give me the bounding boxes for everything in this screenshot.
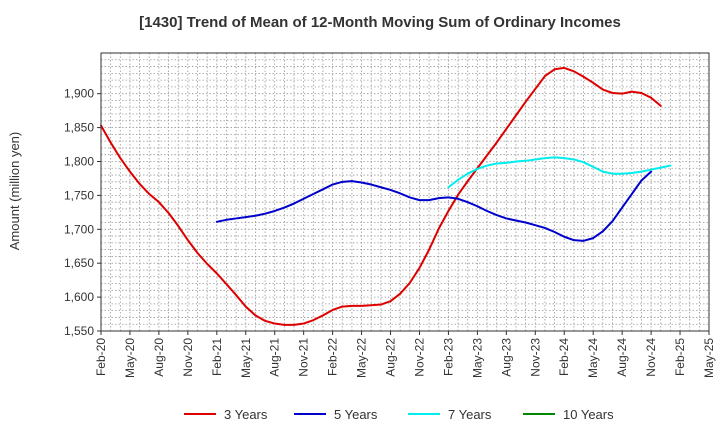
x-tick-label: Aug-20: [152, 338, 166, 377]
x-tick-label: May-23: [470, 338, 484, 378]
legend-label: 3 Years: [224, 407, 268, 422]
y-tick-label: 1,700: [64, 222, 94, 236]
y-ticks: 1,550 1,600 1,650 1,700 1,750 1,800 1,850 1,900: [64, 87, 101, 338]
y-tick-label: 1,800: [64, 154, 94, 168]
y-tick-label: 1,550: [64, 324, 94, 338]
x-tick-label: Feb-24: [557, 338, 571, 376]
y-tick-label: 1,650: [64, 256, 94, 270]
legend-label: 7 Years: [448, 407, 492, 422]
x-tick-label: Aug-22: [384, 338, 398, 377]
x-tick-label: Feb-22: [326, 338, 340, 376]
x-tick-label: May-25: [702, 338, 716, 378]
x-ticks: Feb-20 May-20 Aug-20 Nov-20 Feb-21 May-21 Aug-…: [94, 331, 716, 378]
x-tick-label: Feb-20: [94, 338, 108, 376]
x-tick-label: Feb-25: [673, 338, 687, 376]
y-axis-label: Amount (million yen): [7, 132, 22, 251]
x-tick-label: May-22: [355, 338, 369, 378]
chart-title: [1430] Trend of Mean of 12-Month Moving …: [139, 14, 621, 31]
series-layer: [100, 66, 672, 326]
legend-label: 5 Years: [334, 407, 378, 422]
series-line-3-years: [100, 66, 662, 326]
plot-area: [101, 53, 709, 331]
x-tick-label: Nov-21: [297, 338, 311, 377]
x-tick-label: May-24: [586, 338, 600, 378]
x-tick-label: Feb-23: [441, 338, 455, 376]
x-tick-label: Aug-21: [268, 338, 282, 377]
x-tick-label: Nov-23: [528, 338, 542, 377]
x-tick-label: Aug-23: [499, 338, 513, 377]
x-tick-label: May-20: [123, 338, 137, 378]
x-tick-label: May-21: [239, 338, 253, 378]
grid: [101, 53, 709, 331]
x-tick-label: Nov-22: [412, 338, 426, 377]
legend-label: 10 Years: [563, 407, 614, 422]
series-line-7-years: [447, 156, 672, 189]
y-tick-label: 1,750: [64, 188, 94, 202]
x-tick-label: Nov-24: [644, 338, 658, 377]
y-tick-label: 1,900: [64, 87, 94, 101]
y-tick-label: 1,600: [64, 290, 94, 304]
x-tick-label: Aug-24: [615, 338, 629, 377]
legend: 3 Years 5 Years 7 Years 10 Years: [184, 407, 614, 422]
y-tick-label: 1,850: [64, 121, 94, 135]
plot-border: [100, 52, 710, 332]
x-tick-label: Nov-20: [181, 338, 195, 377]
x-tick-label: Feb-21: [210, 338, 224, 376]
series-line-5-years: [215, 170, 653, 242]
